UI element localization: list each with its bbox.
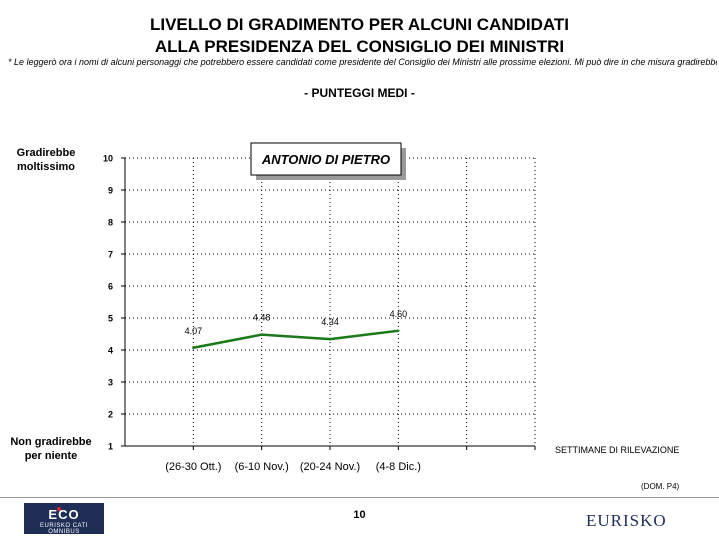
chart-subtitle: - PUNTEGGI MEDI -: [304, 86, 415, 100]
series-title-box-frame: [250, 142, 402, 176]
y-tick-label: 8: [108, 218, 113, 228]
y-axis-top-label-line-1: Gradirebbe: [16, 147, 76, 159]
data-series: [192, 329, 400, 349]
eco-logo: ECO EURISKO CATI OMNIBUS: [24, 503, 104, 535]
chart-axes: [121, 157, 536, 450]
y-axis-bottom-label-line-2: per niente: [24, 450, 78, 462]
y-axis-bottom-label: Non gradirebbe per niente: [0, 435, 102, 463]
data-label: 4.60: [390, 309, 408, 319]
x-tick-labels: (26-30 Ott.) (6-10 Nov.) (20-24 Nov.) (4-8 …: [165, 461, 421, 473]
y-tick-label: 5: [108, 314, 113, 324]
x-tick-label: (20-24 Nov.): [300, 461, 360, 473]
page-number: 10: [353, 509, 366, 521]
chart-grid: [125, 157, 536, 446]
chart-title-line-2: ALLA PRESIDENZA DEL CONSIGLIO DEI MINIST…: [154, 37, 565, 56]
chart-title-line-1: LIVELLO DI GRADIMENTO PER ALCUNI CANDIDA…: [149, 15, 569, 34]
data-point: [192, 346, 195, 349]
data-point: [260, 333, 263, 336]
series-title-box: ANTONIO DI PIETRO: [250, 142, 406, 180]
question-note: * Le leggerò ora i nomi di alcuni person…: [8, 57, 717, 67]
series-line: [193, 329, 399, 349]
data-point: [328, 337, 332, 341]
y-axis-top-label-line-2: moltissimo: [16, 161, 76, 173]
eco-logo-dot: [57, 507, 61, 511]
x-tick-label: (26-30 Ott.): [165, 461, 221, 473]
eco-logo-text: ECO: [48, 507, 80, 522]
series-title: ANTONIO DI PIETRO: [261, 152, 390, 167]
data-labels: 4.07 4.48 4.34 4.60: [185, 309, 408, 336]
question-code: (DOM. P4): [641, 482, 680, 491]
y-axis-bottom-label-line-1: Non gradirebbe: [10, 436, 92, 448]
data-label: 4.07: [185, 326, 203, 336]
eurisko-logo: EURISKO: [586, 511, 667, 530]
x-tick-label: (4-8 Dic.): [376, 461, 421, 473]
x-tick-label: (6-10 Nov.): [235, 461, 289, 473]
data-label: 4.34: [321, 317, 339, 327]
footer-divider: [0, 497, 719, 498]
y-axis-top-label: Gradirebbe moltissimo: [10, 146, 82, 174]
y-tick-label: 4: [108, 346, 113, 356]
eco-logo-subtext: EURISKO CATI OMNIBUS: [40, 523, 88, 535]
y-tick-label: 10: [103, 154, 113, 164]
y-tick-label: 1: [108, 442, 113, 452]
data-point: [397, 329, 400, 332]
y-tick-labels: 1 2 3 4 5 6 7 8 9 10: [103, 154, 113, 452]
y-tick-label: 3: [108, 378, 113, 388]
y-tick-label: 7: [108, 250, 113, 260]
y-tick-label: 6: [108, 282, 113, 292]
y-tick-label: 9: [108, 186, 113, 196]
x-axis-title: SETTIMANE DI RILEVAZIONE: [555, 445, 680, 455]
y-tick-label: 2: [108, 410, 113, 420]
data-label: 4.48: [253, 313, 271, 323]
